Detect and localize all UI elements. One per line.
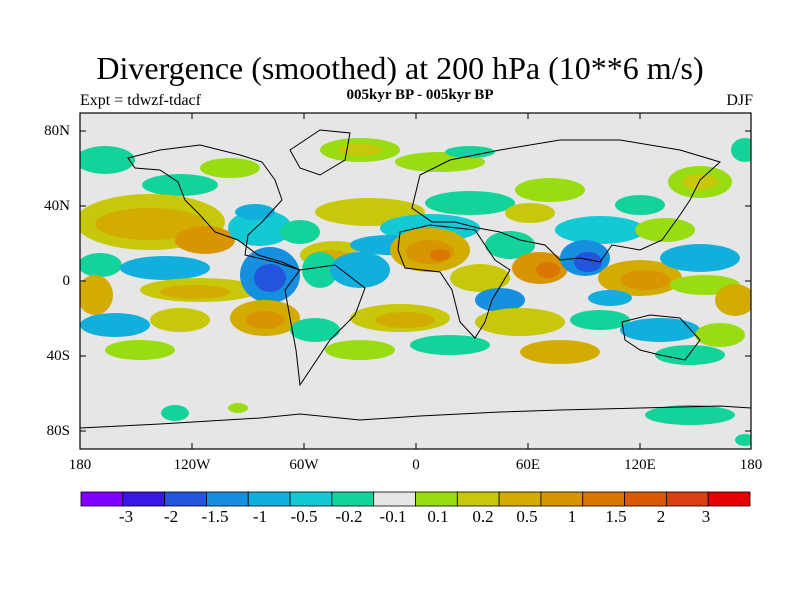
map-area bbox=[79, 112, 752, 450]
colorbar-swatch bbox=[122, 491, 166, 507]
colorbar-label: -0.2 bbox=[335, 507, 363, 526]
lon-label-180w: 180 bbox=[68, 457, 92, 473]
contour-fill-layer bbox=[80, 138, 751, 446]
colorbar-swatch bbox=[289, 491, 333, 507]
lon-label-180e: 180 bbox=[739, 457, 763, 473]
colorbar-swatch bbox=[373, 491, 416, 507]
colorbar-swatch bbox=[498, 491, 542, 507]
lon-label-120w: 120W bbox=[173, 457, 211, 473]
colorbar-label: -0.1 bbox=[379, 507, 407, 526]
colorbar-swatch bbox=[415, 491, 458, 507]
axis-ticks bbox=[79, 113, 752, 449]
colorbar-swatch bbox=[665, 491, 709, 507]
colorbar-label: 1.5 bbox=[605, 507, 627, 526]
colorbar-label: -2 bbox=[163, 507, 179, 526]
colorbar-label: -0.5 bbox=[290, 507, 318, 526]
lon-label-60e: 60E bbox=[515, 457, 541, 473]
lon-label-60w: 60W bbox=[289, 457, 319, 473]
period-subtitle: 005kyr BP - 005kyr BP bbox=[346, 87, 494, 103]
lat-label-equator: 0 bbox=[62, 273, 71, 289]
colorbar-label: 0.2 bbox=[472, 507, 494, 526]
south-america-coast bbox=[284, 264, 366, 387]
colorbar-swatch bbox=[624, 491, 667, 507]
season-label: DJF bbox=[726, 92, 753, 109]
colorbar-label: 3 bbox=[701, 507, 711, 526]
colorbar-swatch bbox=[456, 491, 500, 507]
colorbar-swatch bbox=[247, 491, 291, 507]
colorbar-swatch bbox=[707, 491, 751, 507]
australia-coast bbox=[621, 314, 701, 361]
coastlines bbox=[80, 129, 751, 429]
colorbar bbox=[80, 491, 751, 507]
greenland-coast bbox=[289, 129, 351, 176]
colorbar-swatch bbox=[164, 491, 207, 507]
colorbar-label: 0.1 bbox=[427, 507, 449, 526]
lat-label-40n: 40N bbox=[44, 198, 70, 214]
north-america-coast bbox=[127, 144, 301, 271]
colorbar-label: -1 bbox=[252, 507, 268, 526]
colorbar-swatch bbox=[582, 491, 625, 507]
colorbar-label: 0.5 bbox=[516, 507, 538, 526]
africa-coast bbox=[397, 224, 511, 339]
colorbar-label: 2 bbox=[656, 507, 666, 526]
lat-label-80s: 80S bbox=[46, 423, 70, 439]
colorbar-swatch bbox=[331, 491, 375, 507]
experiment-label: Expt = tdwzf-tdacf bbox=[80, 92, 201, 109]
colorbar-swatch bbox=[80, 491, 124, 507]
colorbar-label: -3 bbox=[118, 507, 134, 526]
lat-label-40s: 40S bbox=[46, 348, 70, 364]
colorbar-swatch bbox=[206, 491, 249, 507]
map-title: Divergence (smoothed) at 200 hPa (10**6 … bbox=[96, 50, 704, 86]
colorbar-label: -1.5 bbox=[201, 507, 229, 526]
colorbar-label: 1 bbox=[567, 507, 577, 526]
lon-label-120e: 120E bbox=[624, 457, 656, 473]
eurasia-coast bbox=[411, 139, 721, 263]
colorbar-swatch bbox=[540, 491, 584, 507]
lat-label-80n: 80N bbox=[44, 123, 70, 139]
lon-label-0: 0 bbox=[412, 457, 420, 473]
antarctica-coast bbox=[80, 405, 751, 429]
